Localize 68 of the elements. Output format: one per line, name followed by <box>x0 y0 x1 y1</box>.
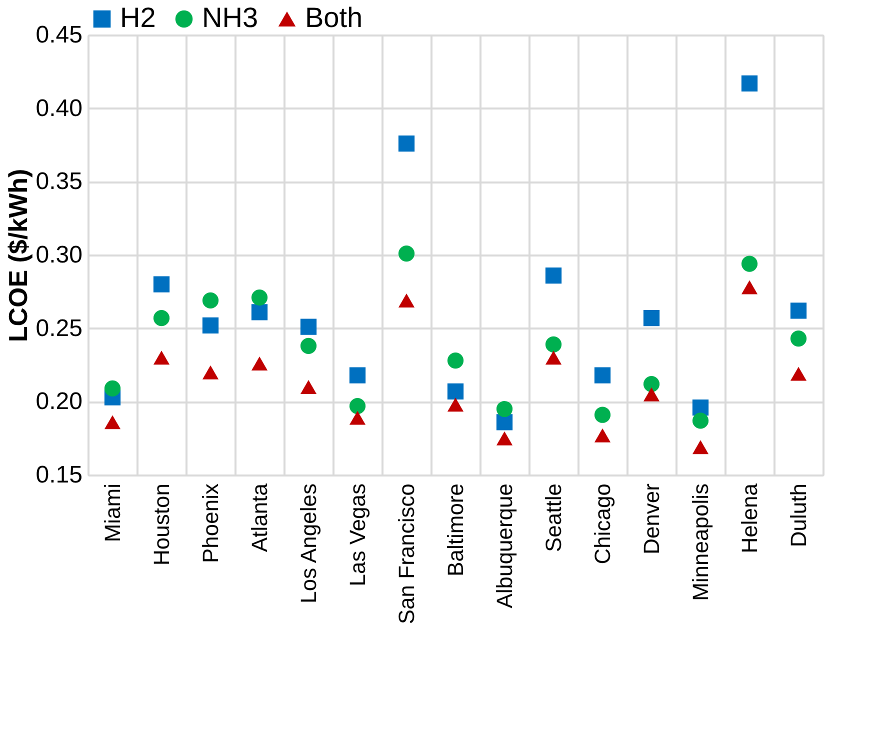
point <box>447 352 464 369</box>
y-tick-label: 0.25 <box>36 314 82 342</box>
x-tick-label: Baltimore <box>443 484 468 576</box>
x-tick-label: Denver <box>639 484 664 554</box>
x-tick-label: Seattle <box>541 484 566 552</box>
point <box>790 366 807 381</box>
y-tick-label: 0.20 <box>36 388 82 416</box>
point <box>104 415 121 430</box>
point <box>153 310 170 326</box>
x-tick-label: Phoenix <box>198 484 223 564</box>
point <box>594 428 611 442</box>
x-tick-label: Duluth <box>786 484 811 548</box>
point <box>643 387 660 402</box>
x-tick-label: Minneapolis <box>688 484 713 601</box>
x-tick-label: Houston <box>149 484 174 566</box>
point <box>398 135 415 152</box>
point <box>251 356 268 371</box>
point <box>349 410 366 425</box>
point <box>790 330 807 347</box>
x-tick-label: Chicago <box>590 484 615 564</box>
point <box>692 440 709 454</box>
legend-label: H2 <box>120 2 156 33</box>
point <box>251 289 268 306</box>
y-tick-label: 0.45 <box>36 22 82 48</box>
y-tick-label: 0.40 <box>36 94 82 122</box>
y-tick-label: 0.35 <box>36 168 82 196</box>
x-tick-label: Atlanta <box>247 482 272 552</box>
legend-label: NH3 <box>202 2 258 33</box>
point <box>202 292 219 309</box>
x-tick-label: Las Vegas <box>345 484 370 586</box>
x-tick-label: Miami <box>100 484 125 542</box>
x-tick-label: Los Angeles <box>296 484 321 604</box>
point <box>545 336 562 353</box>
point <box>349 398 366 414</box>
point <box>447 383 464 400</box>
point <box>398 245 415 262</box>
point <box>300 380 317 394</box>
point <box>692 412 709 429</box>
point <box>545 350 562 365</box>
x-tick-label: Albuquerque <box>492 484 517 608</box>
point <box>300 338 317 354</box>
point <box>643 376 660 392</box>
point <box>349 367 366 384</box>
point <box>741 75 758 92</box>
point <box>153 276 170 292</box>
point <box>202 317 219 334</box>
point <box>594 367 611 384</box>
point <box>104 380 121 397</box>
point <box>398 293 415 308</box>
point <box>594 406 611 423</box>
point <box>496 431 513 446</box>
x-tick-label: San Francisco <box>394 484 419 624</box>
point <box>545 267 562 284</box>
point <box>251 304 268 320</box>
point <box>643 310 660 326</box>
y-axis-title: LCOE ($/kWh) <box>2 168 33 342</box>
point <box>790 302 807 319</box>
point <box>447 398 464 412</box>
point <box>496 400 513 418</box>
y-tick-label: 0.30 <box>36 242 82 268</box>
point <box>741 280 758 294</box>
point <box>202 365 219 380</box>
point <box>153 350 170 365</box>
point <box>300 318 317 335</box>
x-tick-label: Helena <box>737 482 762 554</box>
legend-label: Both <box>305 2 363 33</box>
y-tick-label: 0.15 <box>36 462 82 488</box>
point <box>741 256 758 272</box>
